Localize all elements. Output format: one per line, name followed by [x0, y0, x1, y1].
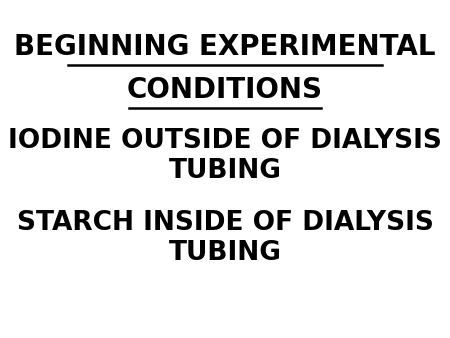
Text: BEGINNING EXPERIMENTAL: BEGINNING EXPERIMENTAL	[14, 33, 436, 61]
Text: TUBING: TUBING	[168, 240, 282, 266]
Text: STARCH INSIDE OF DIALYSIS: STARCH INSIDE OF DIALYSIS	[17, 210, 433, 236]
Text: IODINE OUTSIDE OF DIALYSIS: IODINE OUTSIDE OF DIALYSIS	[8, 128, 442, 154]
Text: CONDITIONS: CONDITIONS	[127, 76, 323, 104]
Text: TUBING: TUBING	[168, 158, 282, 184]
